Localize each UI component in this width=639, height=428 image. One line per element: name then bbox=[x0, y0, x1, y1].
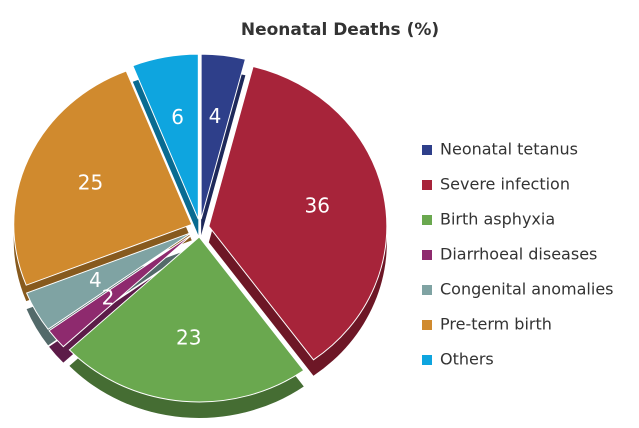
data-label: 6 bbox=[171, 105, 184, 129]
data-label: 36 bbox=[305, 194, 330, 218]
legend-swatch bbox=[422, 145, 432, 155]
slice bbox=[48, 233, 194, 348]
data-label: 4 bbox=[209, 104, 222, 128]
legend-label: Others bbox=[440, 350, 494, 369]
data-label: 25 bbox=[78, 170, 103, 194]
legend-swatch bbox=[422, 285, 432, 295]
slice bbox=[208, 65, 388, 361]
legend-swatch bbox=[422, 320, 432, 330]
legend-label: Congenital anomalies bbox=[440, 280, 614, 299]
legend-label: Diarrhoeal diseases bbox=[440, 245, 597, 264]
slice bbox=[68, 236, 305, 403]
slice bbox=[200, 53, 247, 220]
legend-label: Birth asphyxia bbox=[440, 210, 555, 229]
legend-swatch bbox=[422, 215, 432, 225]
legend-label: Severe infection bbox=[440, 175, 570, 194]
legend-swatch bbox=[422, 180, 432, 190]
data-label: 2 bbox=[102, 285, 115, 309]
legend-label: Pre-term birth bbox=[440, 315, 552, 334]
slice bbox=[132, 53, 199, 220]
legend-swatch bbox=[422, 250, 432, 260]
data-label: 4 bbox=[89, 268, 102, 292]
legend-label: Neonatal tetanus bbox=[440, 140, 578, 159]
slice bbox=[25, 231, 193, 330]
slice bbox=[13, 70, 193, 286]
chart-title: Neonatal Deaths (%) bbox=[241, 20, 439, 40]
legend-swatch bbox=[422, 355, 432, 365]
data-label: 23 bbox=[176, 325, 201, 349]
